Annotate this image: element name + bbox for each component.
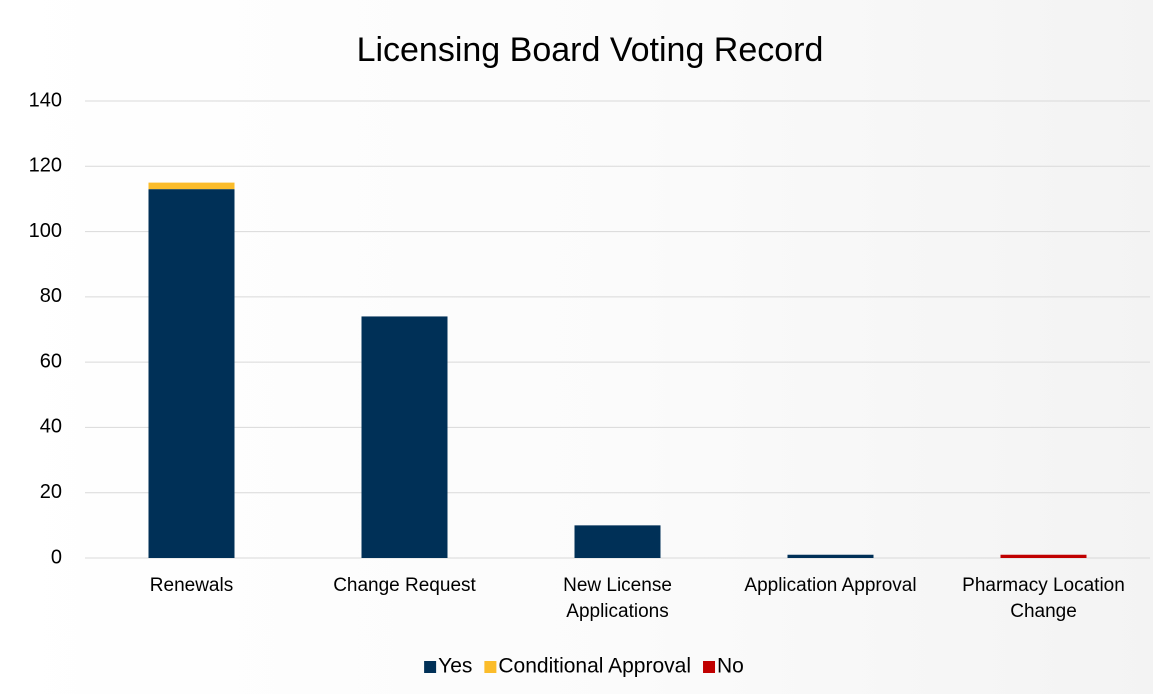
x-tick-label: Pharmacy Location Change: [962, 575, 1125, 622]
legend-swatch: [484, 661, 497, 673]
y-tick-label: 100: [29, 220, 62, 242]
y-tick-label: 120: [29, 155, 62, 177]
y-tick-label: 40: [40, 416, 62, 438]
bar-segment: [361, 316, 448, 558]
bar-segment: [148, 182, 235, 190]
legend-label: Yes: [438, 655, 472, 678]
bar-segment: [787, 554, 874, 558]
legend-swatch: [424, 661, 437, 673]
y-tick-label: 140: [29, 89, 62, 111]
bar-segment: [574, 525, 661, 558]
legend: Yes Conditional Approval No: [424, 655, 744, 678]
x-tick-label: Change Request: [333, 575, 476, 596]
bar-segment: [148, 189, 235, 558]
legend-swatch: [703, 661, 716, 673]
chart-title: Licensing Board Voting Record: [357, 31, 824, 69]
legend-label: No: [717, 655, 744, 678]
y-tick-label: 0: [51, 546, 62, 568]
y-tick-label: 60: [40, 350, 62, 372]
legend-label: Conditional Approval: [498, 655, 691, 678]
y-tick-label: 80: [40, 285, 62, 307]
bar-segment: [1000, 554, 1087, 558]
y-tick-label: 20: [40, 481, 62, 503]
x-tick-label: New License Applications: [563, 575, 672, 622]
x-tick-label: Renewals: [149, 575, 234, 596]
x-tick-label: Application Approval: [744, 575, 917, 596]
